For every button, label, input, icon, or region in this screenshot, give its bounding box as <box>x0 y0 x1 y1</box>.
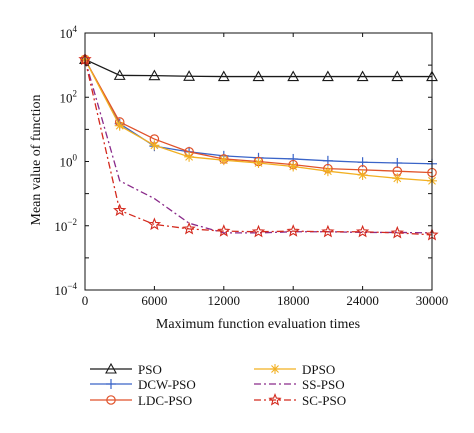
legend-label: SS-PSO <box>302 377 345 392</box>
legend-item-sc-pso: SC-PSO <box>254 393 346 408</box>
data-point-pso <box>217 70 230 82</box>
y-axis-label: Mean value of function <box>29 94 44 225</box>
x-tick-label: 30000 <box>416 293 449 308</box>
data-point-sc-pso <box>217 224 231 237</box>
legend-item-pso: PSO <box>90 362 162 377</box>
data-point-dpso <box>288 161 299 172</box>
data-point-pso <box>321 70 334 82</box>
x-tick-label: 18000 <box>277 293 310 308</box>
y-tick-label: 10−2 <box>54 217 77 234</box>
legend-item-dcw-pso: DCW-PSO <box>90 377 196 392</box>
data-point-sc-pso <box>355 224 370 238</box>
x-tick-label: 6000 <box>141 293 167 308</box>
legend-label: SC-PSO <box>302 393 346 408</box>
legend-label: DPSO <box>302 362 335 377</box>
legend-label: DCW-PSO <box>138 377 196 392</box>
data-point-dpso <box>253 157 264 168</box>
legend-marker <box>105 362 117 374</box>
data-point-sc-pso <box>251 224 266 238</box>
data-point-dpso <box>392 173 403 184</box>
x-tick-label: 0 <box>82 293 89 308</box>
x-axis-label: Maximum function evaluation times <box>156 317 360 332</box>
y-tick-label: 100 <box>60 153 78 170</box>
data-point-pso <box>113 69 126 80</box>
y-tick-label: 102 <box>60 88 78 105</box>
data-point-dpso <box>357 169 368 180</box>
data-point-sc-pso <box>321 224 335 238</box>
data-point-dpso <box>322 166 333 177</box>
legend-label: LDC-PSO <box>138 393 192 408</box>
data-point-sc-pso <box>182 221 196 235</box>
legend-item-ss-pso: SS-PSO <box>254 377 345 392</box>
data-point-pso <box>183 70 196 81</box>
data-point-pso <box>148 69 161 81</box>
data-point-dcw-pso <box>392 157 403 168</box>
data-point-sc-pso <box>390 225 404 239</box>
legend-label: PSO <box>138 362 162 377</box>
legend-marker <box>270 364 280 374</box>
legend-item-ldc-pso: LDC-PSO <box>90 393 192 408</box>
data-point-pso <box>287 70 300 82</box>
data-point-pso <box>356 70 369 82</box>
legend-marker <box>106 395 116 405</box>
data-point-dpso <box>114 120 125 131</box>
data-point-dpso <box>149 140 160 151</box>
series-line-pso <box>84 58 432 78</box>
y-tick-label: 10−4 <box>54 281 77 298</box>
legend-marker <box>106 379 116 389</box>
y-tick-label: 104 <box>60 24 78 41</box>
x-tick-label: 24000 <box>346 293 379 308</box>
series-line-sc-pso <box>84 59 433 236</box>
data-point-sc-pso <box>147 217 162 231</box>
x-tick-label: 12000 <box>208 293 241 308</box>
data-point-pso <box>252 70 265 82</box>
legend-item-dpso: DPSO <box>254 362 335 377</box>
legend-marker <box>268 393 282 406</box>
data-point-sc-pso <box>113 203 127 217</box>
data-point-dpso <box>184 151 195 162</box>
series-line-ss-pso <box>84 59 433 234</box>
data-point-pso <box>391 70 404 82</box>
data-point-dpso <box>218 155 229 166</box>
data-point-sc-pso <box>286 224 300 237</box>
